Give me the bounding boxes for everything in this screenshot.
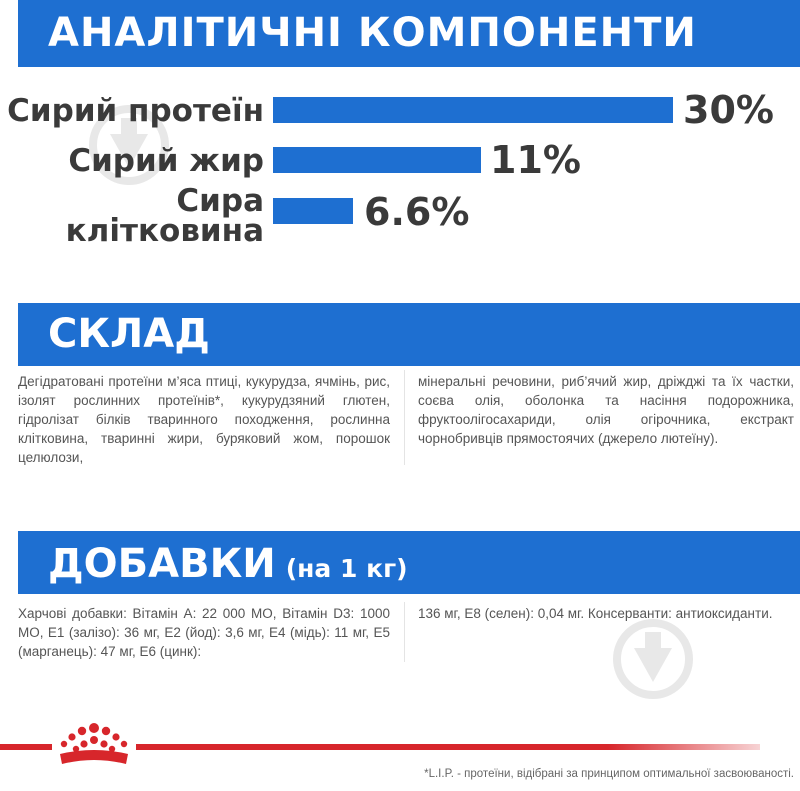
fat-label: Сирий жир bbox=[68, 143, 264, 179]
protein-value: 30% bbox=[683, 88, 774, 132]
additives-text-col1: Харчові добавки: Вітамін A: 22 000 МО, В… bbox=[18, 606, 390, 659]
additives-subheading: (на 1 кг) bbox=[285, 554, 408, 583]
additives-divider bbox=[404, 602, 405, 662]
composition-heading: СКЛАД bbox=[48, 311, 210, 357]
royal-canin-crown-icon bbox=[52, 718, 136, 770]
analytic-heading: АНАЛІТИЧНІ КОМПОНЕНТИ bbox=[48, 10, 697, 56]
protein-bar bbox=[273, 97, 673, 123]
fiber-label: Сира клітковина bbox=[65, 183, 264, 249]
fat-value: 11% bbox=[490, 138, 581, 182]
additives-text-col2: 136 мг, E8 (селен): 0,04 мг. Консерванти… bbox=[418, 606, 773, 621]
protein-label: Сирий протеїн bbox=[7, 93, 264, 129]
composition-text-col1: Дегідратовані протеїни м’яса птиці, куку… bbox=[18, 374, 390, 465]
brand-red-line bbox=[0, 744, 760, 750]
additives-heading: ДОБАВКИ (на 1 кг) bbox=[48, 541, 408, 587]
composition-header-band: СКЛАД bbox=[18, 303, 800, 366]
fiber-value: 6.6% bbox=[364, 190, 470, 234]
fat-bar bbox=[273, 147, 481, 173]
additives-header-band: ДОБАВКИ (на 1 кг) bbox=[18, 531, 800, 594]
watermark-logo-icon bbox=[613, 619, 693, 699]
composition-text-col2: мінеральні речовини, риб’ячий жир, дріжд… bbox=[418, 374, 794, 446]
composition-divider bbox=[404, 370, 405, 465]
watermark-logo-icon bbox=[89, 105, 169, 185]
analytic-header-band: АНАЛІТИЧНІ КОМПОНЕНТИ bbox=[18, 0, 800, 67]
fiber-bar bbox=[273, 198, 353, 224]
footnote: *L.I.P. - протеїни, відібрані за принцип… bbox=[424, 768, 794, 780]
